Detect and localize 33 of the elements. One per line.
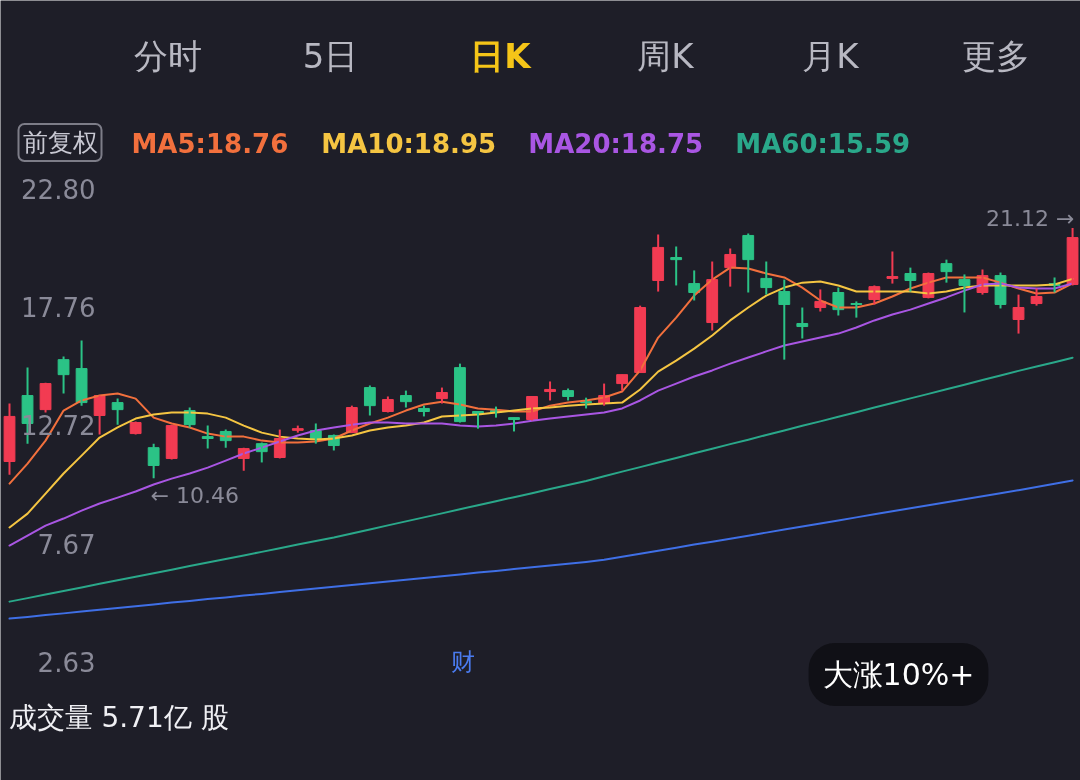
text: MA20:18.75 [528,128,704,159]
y-tick-label: 17.76 [21,292,96,323]
annotation: 5日 [302,35,359,76]
candlestick [850,300,863,319]
y-tick-label: 7.67 [37,529,96,560]
y-tick-label: 22.80 [21,174,96,205]
annotation: 大涨10%+ [822,657,975,692]
annotation: 21.12 → [986,206,1075,231]
annotation: 月K [802,35,861,76]
line-series [8,479,1074,620]
line-series [8,356,1074,603]
annotation: 日K [470,35,533,76]
candlestick [940,258,953,284]
candlestick [39,381,52,414]
annotation: 成交量 5.71亿 股 [8,701,229,734]
annotation: 周K [637,35,696,76]
candlestick [1012,293,1025,335]
text: MA60:15.59 [735,128,911,159]
text: MA10:18.95 [321,128,497,159]
annotation: ← 10.46 [150,483,239,508]
candlestick [3,402,16,476]
candlestick [508,416,520,433]
candlestick [291,424,304,434]
annotation: 分时 [133,35,202,76]
text: MA5:18.76 [131,128,289,159]
candlestick [1030,287,1043,307]
candlestick [886,250,899,285]
annotation: 财 [450,647,475,676]
candlestick [201,424,214,450]
annotation: 前复权 [22,128,98,157]
annotation: 更多 [961,35,1030,76]
candlestick [958,273,971,314]
y-tick-label: 2.63 [37,647,96,678]
